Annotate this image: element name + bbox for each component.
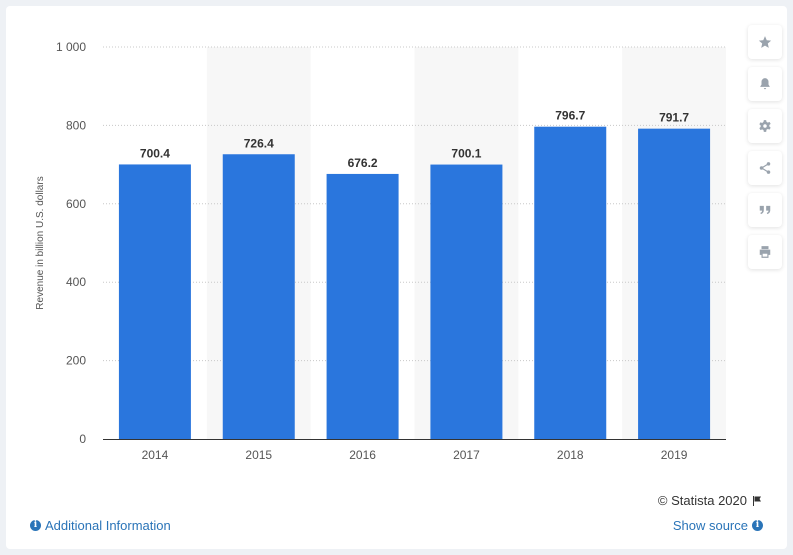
copyright-text: © Statista 2020	[657, 493, 747, 508]
y-tick-label: 400	[66, 275, 86, 289]
settings-button[interactable]	[748, 109, 782, 143]
side-toolbar	[748, 25, 782, 277]
data-label: 700.4	[140, 146, 170, 160]
y-tick-label: 1 000	[56, 40, 86, 54]
data-label: 726.4	[244, 136, 274, 150]
flag-icon[interactable]	[751, 495, 763, 507]
copyright-notice: © Statista 2020	[658, 493, 763, 508]
y-tick-label: 200	[66, 354, 86, 368]
bar	[638, 128, 711, 439]
x-tick-label: 2016	[349, 448, 376, 462]
additional-information-label: Additional Information	[45, 518, 171, 533]
info-icon: i	[752, 520, 763, 531]
y-axis-label: Revenue in billion U.S. dollars	[35, 176, 46, 309]
notification-button[interactable]	[748, 67, 782, 101]
y-tick-label: 600	[66, 197, 86, 211]
share-icon	[759, 162, 771, 174]
bar-chart: 700.4 726.4 676.2 700.1 796.7 791.7 0 200 400 60…	[35, 40, 726, 462]
favorite-button[interactable]	[748, 25, 782, 59]
x-tick-label: 2018	[557, 448, 584, 462]
data-label: 676.2	[348, 156, 378, 170]
bar	[430, 164, 503, 440]
quote-icon	[759, 205, 771, 215]
bar	[222, 154, 295, 439]
bar	[534, 126, 607, 439]
y-tick-label: 0	[79, 432, 86, 446]
data-label: 700.1	[451, 147, 481, 161]
chart-card: 700.4 726.4 676.2 700.1 796.7 791.7 0 200 400 60…	[6, 6, 787, 549]
data-label: 791.7	[659, 111, 689, 125]
print-icon	[759, 246, 771, 258]
cite-button[interactable]	[748, 193, 782, 227]
x-tick-label: 2019	[661, 448, 688, 462]
gear-icon	[759, 120, 771, 132]
data-label: 796.7	[555, 109, 585, 123]
print-button[interactable]	[748, 235, 782, 269]
show-source-label: Show source	[672, 518, 748, 533]
y-tick-label: 800	[66, 118, 86, 132]
x-tick-label: 2017	[453, 448, 480, 462]
share-button[interactable]	[748, 151, 782, 185]
x-tick-label: 2015	[245, 448, 272, 462]
show-source-link[interactable]: Show source i	[673, 518, 763, 533]
bar	[118, 164, 191, 439]
star-icon	[758, 36, 772, 48]
info-icon: i	[30, 520, 41, 531]
bar	[326, 173, 399, 439]
bell-icon	[760, 78, 770, 90]
additional-information-link[interactable]: i Additional Information	[30, 518, 171, 533]
x-tick-label: 2014	[142, 448, 169, 462]
